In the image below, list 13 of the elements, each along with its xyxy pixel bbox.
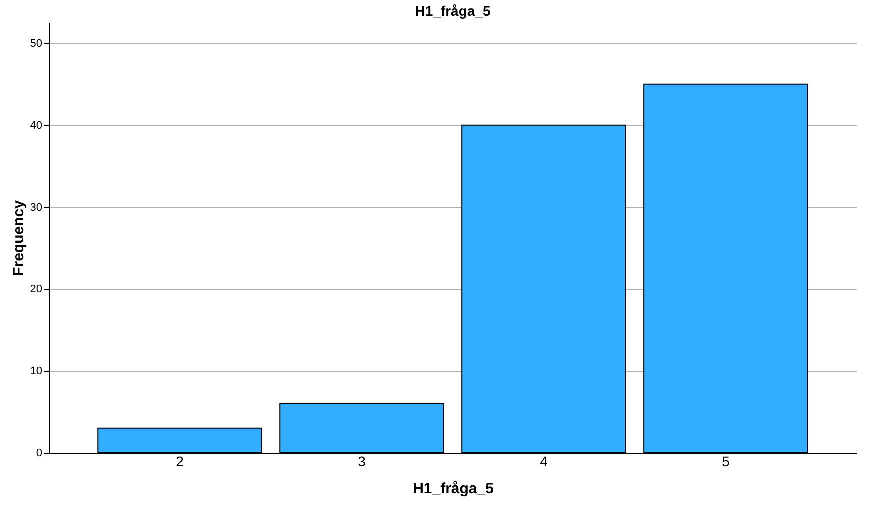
y-tick-label: 10	[30, 366, 42, 378]
x-tick-label: 4	[540, 454, 548, 470]
x-axis-title: H1_fråga_5	[413, 480, 494, 498]
y-tick-label: 0	[36, 448, 42, 460]
chart-title: H1_fråga_5	[415, 3, 491, 19]
y-tick-label: 30	[30, 202, 42, 214]
x-tick-label: 3	[358, 454, 366, 470]
x-tick-label: 2	[176, 454, 184, 470]
y-tick-label: 50	[30, 38, 42, 50]
y-tick-label: 20	[30, 284, 42, 296]
y-axis-title: Frequency	[10, 200, 28, 276]
x-tick-label: 5	[722, 454, 730, 470]
y-tick-label: 40	[30, 120, 42, 132]
